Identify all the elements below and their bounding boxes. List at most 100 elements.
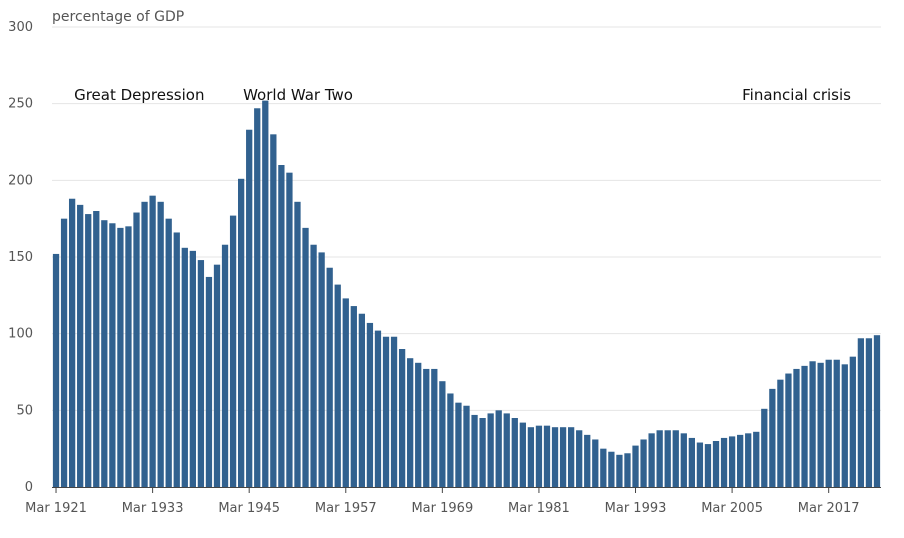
bar: [487, 413, 494, 487]
bar: [358, 313, 366, 487]
bar: [543, 425, 551, 487]
bar: [52, 253, 60, 487]
bar: [93, 211, 100, 487]
bar: [125, 226, 132, 487]
y-tick-label: 0: [25, 480, 33, 495]
bar: [455, 402, 462, 487]
bar: [696, 442, 704, 487]
bar: [825, 359, 832, 487]
bar: [576, 430, 583, 487]
bar: [753, 431, 760, 487]
bar: [551, 427, 559, 487]
bar: [68, 198, 76, 488]
bar: [342, 298, 349, 487]
bar: [439, 381, 446, 487]
bar: [213, 264, 221, 487]
bar: [640, 439, 647, 487]
bar: [463, 405, 470, 487]
bar: [246, 129, 253, 488]
bar: [584, 434, 591, 487]
bar: [664, 430, 671, 487]
bar: [495, 410, 502, 487]
bar: [608, 451, 615, 487]
bar: [841, 364, 848, 487]
y-tick-label: 150: [8, 250, 33, 265]
bar: [479, 418, 486, 487]
bar: [350, 306, 357, 487]
bar: [85, 214, 92, 487]
bar: [712, 441, 720, 487]
x-tick-label: Mar 2017: [798, 501, 860, 516]
bar: [632, 445, 639, 487]
bar: [680, 433, 687, 487]
bar: [286, 172, 293, 488]
bar: [326, 267, 333, 487]
bar: [793, 368, 800, 487]
bar: [559, 427, 567, 487]
annotation-label: Great Depression: [74, 86, 204, 104]
bar: [592, 439, 599, 487]
bar: [849, 356, 856, 487]
bar: [447, 393, 454, 487]
bar: [173, 232, 180, 487]
bar: [294, 201, 301, 488]
bar: [77, 204, 84, 487]
x-tick-label: Mar 1993: [605, 501, 667, 516]
bar: [785, 373, 792, 487]
x-tick-label: Mar 1921: [25, 501, 87, 516]
bar: [567, 427, 575, 487]
bar: [801, 365, 808, 487]
bar: [270, 134, 277, 487]
bar: [221, 244, 229, 487]
bar: [527, 427, 535, 487]
bar: [471, 414, 478, 487]
bar: [181, 247, 188, 487]
bar: [149, 195, 156, 488]
bar: [648, 433, 655, 487]
bar: [873, 335, 881, 487]
bar: [704, 444, 712, 487]
bar: [672, 430, 679, 487]
bar: [109, 223, 116, 487]
x-tick-label: Mar 1969: [411, 501, 473, 516]
y-tick-label: 100: [8, 327, 33, 342]
x-tick-label: Mar 2005: [701, 501, 763, 516]
x-tick-label: Mar 1957: [315, 501, 377, 516]
bar: [535, 425, 543, 487]
bar: [431, 368, 438, 487]
bar: [728, 436, 736, 487]
bar: [60, 218, 68, 488]
bar: [423, 368, 430, 487]
bar: [777, 379, 784, 487]
bar: [141, 201, 148, 488]
bar: [254, 108, 261, 488]
bar: [117, 227, 124, 487]
bar: [415, 362, 422, 487]
bar: [857, 338, 865, 487]
bar: [101, 220, 108, 487]
bar: [165, 218, 172, 488]
y-tick-label: 300: [8, 20, 33, 35]
bar: [769, 388, 776, 487]
bar: [189, 250, 196, 487]
bar: [809, 361, 816, 487]
y-axis-title: percentage of GDP: [52, 9, 184, 25]
bar: [310, 244, 317, 487]
bar: [302, 227, 309, 487]
bar: [817, 362, 824, 487]
bar: [334, 284, 341, 487]
bar: [745, 433, 752, 487]
bar: [197, 260, 205, 487]
y-tick-label: 200: [8, 173, 33, 188]
annotation-label: Financial crisis: [742, 86, 851, 104]
y-tick-label: 50: [16, 403, 33, 418]
x-tick-label: Mar 1981: [508, 501, 570, 516]
bar: [133, 212, 140, 487]
bar: [720, 437, 728, 487]
bar: [390, 336, 398, 487]
bar: [205, 276, 213, 487]
x-tick-label: Mar 1945: [218, 501, 280, 516]
bar: [616, 454, 623, 487]
bar: [278, 165, 285, 487]
